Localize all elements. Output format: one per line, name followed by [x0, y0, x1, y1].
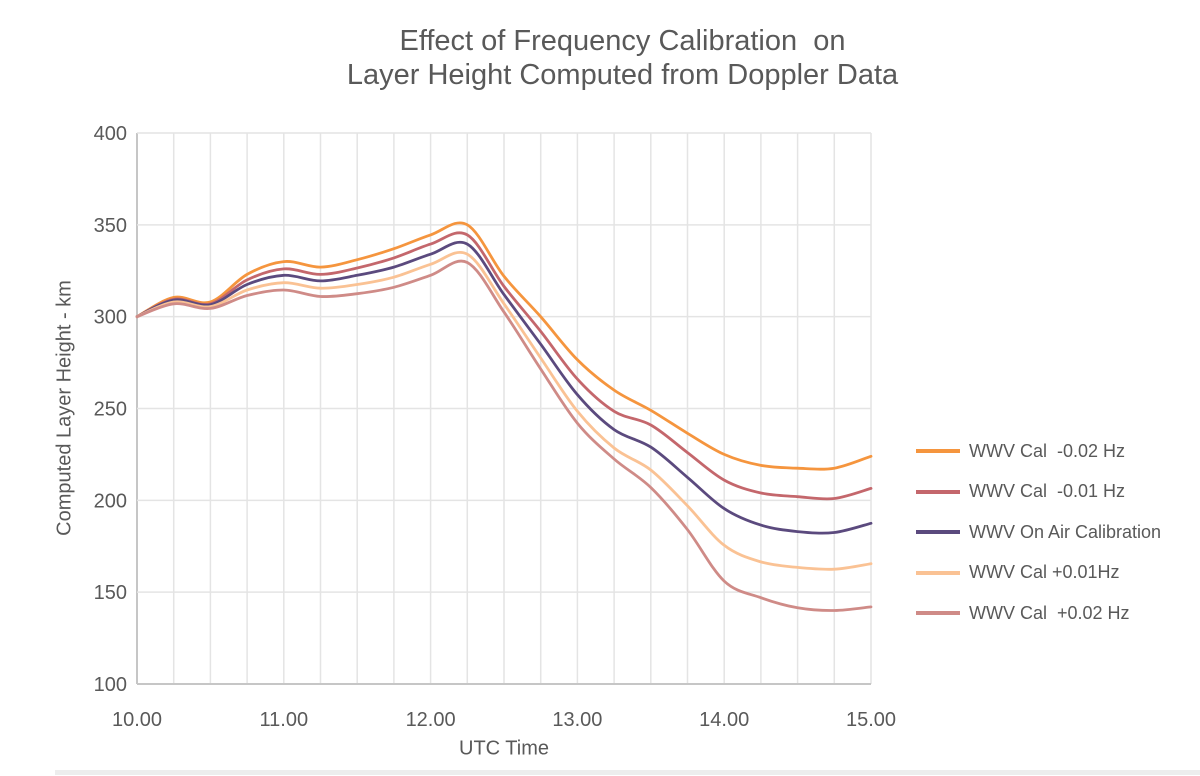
legend-item: WWV On Air Calibration	[916, 512, 1161, 553]
y-tick-label: 350	[94, 215, 127, 237]
legend-item: WWV Cal +0.01Hz	[916, 553, 1161, 594]
series-line	[135, 251, 873, 571]
y-axis-title: Computed Layer Height - km	[53, 280, 76, 536]
x-tick-label: 15.00	[846, 709, 896, 731]
legend: WWV Cal -0.02 Hz WWV Cal -0.01 Hz WWV On A…	[916, 431, 1161, 634]
legend-swatch	[916, 530, 960, 535]
chart-title-line-2: Layer Height Computed from Doppler Data	[346, 59, 899, 91]
legend-item: WWV Cal -0.01 Hz	[916, 472, 1161, 513]
legend-swatch	[916, 611, 960, 616]
y-tick-label: 100	[94, 674, 127, 696]
y-tick-label: 150	[94, 582, 127, 604]
y-tick-label: 400	[94, 123, 127, 145]
x-tick-label: 10.00	[112, 709, 162, 731]
legend-swatch	[916, 489, 960, 494]
series-line	[135, 240, 873, 535]
series-line	[135, 231, 873, 501]
legend-label: WWV Cal +0.01Hz	[969, 562, 1120, 583]
chart-title: Effect of Frequency Calibration on Layer…	[50, 24, 1195, 92]
x-tick-label: 12.00	[406, 709, 456, 731]
series-line	[135, 221, 873, 471]
chart-title-line-1: Effect of Frequency Calibration on	[399, 25, 846, 57]
x-tick-label: 11.00	[260, 709, 309, 731]
legend-label: WWV Cal +0.02 Hz	[969, 602, 1130, 623]
legend-label: WWV Cal -0.02 Hz	[969, 440, 1126, 461]
bottom-edge-artifact	[55, 770, 1200, 775]
y-tick-label: 300	[94, 307, 127, 329]
legend-label: WWV Cal -0.01 Hz	[969, 481, 1126, 502]
x-tick-label: 14.00	[699, 709, 749, 731]
series-line	[135, 259, 873, 612]
x-tick-label: 13.00	[552, 709, 602, 731]
legend-swatch	[916, 449, 960, 454]
legend-swatch	[916, 570, 960, 575]
legend-item: WWV Cal -0.02 Hz	[916, 431, 1161, 472]
y-tick-label: 250	[94, 399, 127, 421]
legend-label: WWV On Air Calibration	[969, 521, 1162, 542]
legend-item: WWV Cal +0.02 Hz	[916, 593, 1161, 634]
y-tick-label: 200	[94, 490, 127, 512]
x-axis-title: UTC Time	[459, 737, 549, 760]
